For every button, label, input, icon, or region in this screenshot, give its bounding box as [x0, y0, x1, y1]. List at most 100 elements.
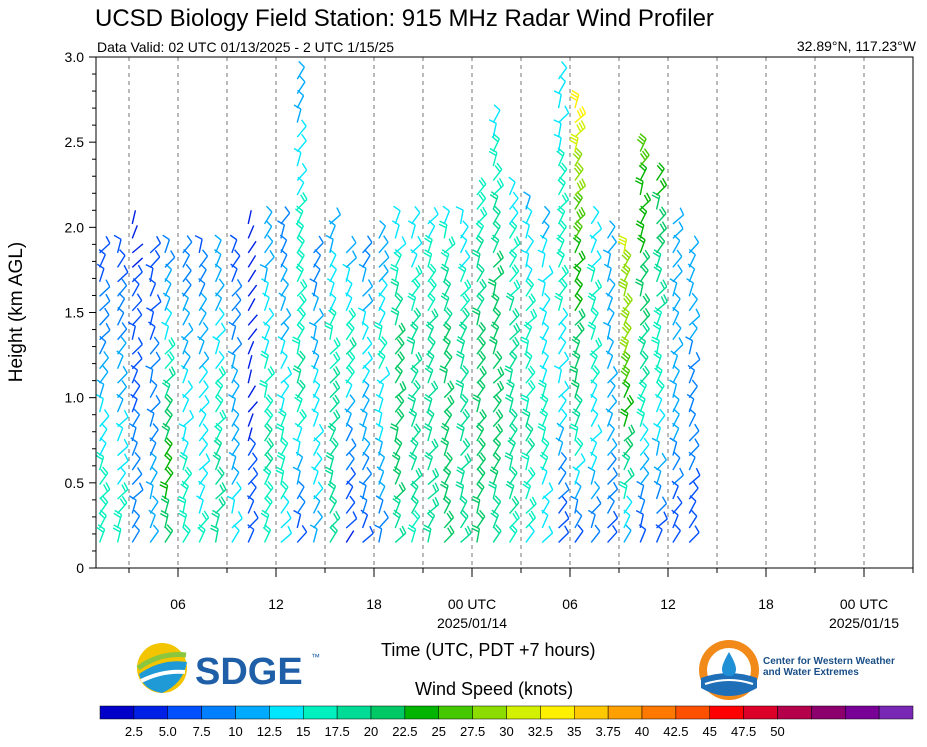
barb-flag — [661, 221, 668, 229]
barb-flag — [220, 365, 227, 374]
barb-staff — [557, 441, 564, 456]
barb-flag — [580, 250, 586, 259]
barb-staff — [574, 213, 586, 225]
barb-flag — [448, 238, 454, 247]
barb-staff — [198, 239, 203, 254]
wind-barb — [99, 365, 109, 384]
barb-staff — [214, 442, 223, 456]
barb-staff — [590, 514, 596, 529]
wind-barb — [275, 466, 285, 485]
barb-staff — [492, 485, 497, 500]
barb-flag — [570, 133, 579, 139]
barb-flag — [178, 512, 187, 519]
barb-staff — [198, 386, 209, 399]
barb-flag — [589, 437, 597, 444]
wind-barb — [688, 509, 698, 529]
wind-barb — [556, 205, 566, 225]
barb-staff — [541, 282, 546, 297]
wind-barb — [394, 236, 407, 254]
barb-flag — [539, 466, 548, 472]
barb-flag — [653, 266, 661, 273]
barb-flag — [417, 264, 423, 273]
barb-flag — [335, 409, 341, 418]
barb-flag — [573, 167, 581, 175]
wind-barb — [215, 482, 227, 500]
barb-staff — [672, 214, 685, 225]
barb-flag — [410, 483, 418, 490]
barb-staff — [525, 355, 533, 370]
wind-barb — [131, 467, 143, 486]
barb-staff — [329, 214, 341, 225]
barb-staff — [509, 517, 520, 529]
barb-staff — [607, 400, 618, 413]
barb-staff — [558, 168, 568, 181]
barb-flag — [345, 292, 353, 299]
barb-flag — [201, 512, 208, 521]
barb-staff — [590, 326, 597, 340]
wind-barb — [345, 292, 353, 312]
barb-staff — [541, 311, 548, 326]
barb-staff — [590, 470, 596, 485]
barb-staff — [280, 470, 285, 485]
barb-staff — [459, 326, 468, 341]
barb-flag — [635, 223, 644, 229]
barb-flag — [543, 205, 551, 213]
barb-staff — [345, 268, 351, 283]
barb-staff — [655, 326, 662, 340]
barb-flag — [574, 234, 582, 241]
barb-flag — [316, 452, 323, 460]
barb-flag — [203, 351, 210, 359]
wind-barb — [280, 437, 289, 456]
wind-barb — [525, 278, 535, 297]
wind-barb — [672, 207, 685, 225]
wind-barb — [572, 220, 583, 239]
barb-flag — [597, 424, 603, 433]
barb-flag — [379, 338, 386, 346]
wind-barb — [162, 292, 171, 312]
barb-staff — [164, 427, 171, 442]
barb-flag — [643, 466, 650, 474]
wind-barb — [525, 293, 536, 312]
wind-barb — [602, 249, 612, 268]
barb-staff — [623, 299, 633, 312]
water-drop-icon — [722, 652, 736, 676]
barb-staff — [329, 517, 341, 529]
barb-flag — [624, 524, 632, 531]
wind-barb — [539, 234, 548, 254]
barb-flag — [201, 249, 209, 257]
barb-staff — [117, 502, 128, 514]
barb-flag — [621, 367, 629, 374]
barb-staff — [590, 442, 598, 456]
barb-staff — [443, 253, 450, 268]
barb-flag — [612, 481, 619, 490]
x-tick-label: 12 — [660, 596, 676, 612]
barb-flag — [561, 194, 567, 203]
barb-flag — [299, 379, 306, 387]
barb-flag — [660, 296, 666, 304]
barb-staff — [492, 387, 505, 399]
barb-staff — [557, 254, 565, 268]
barb-staff — [443, 210, 451, 225]
wind-barb — [558, 380, 570, 399]
barb-flag — [443, 411, 451, 418]
colorbar-swatch — [336, 705, 372, 720]
barb-staff — [410, 398, 417, 413]
barb-staff — [476, 428, 485, 442]
wind-barb — [476, 278, 487, 297]
wind-barb — [607, 366, 619, 384]
barb-flag — [351, 250, 358, 259]
wind-barb — [308, 321, 317, 340]
barb-staff — [296, 225, 304, 239]
barb-flag — [383, 510, 389, 518]
barb-staff — [116, 514, 123, 529]
wind-barb — [247, 401, 258, 413]
barb-staff — [574, 413, 581, 427]
barb-staff — [231, 239, 238, 254]
barb-flag — [611, 438, 618, 446]
barb-flag — [558, 222, 566, 230]
barb-staff — [329, 387, 341, 399]
wind-barb — [131, 243, 144, 254]
barb-flag — [123, 438, 129, 447]
wind-barb — [443, 394, 455, 413]
barb-flag — [430, 263, 437, 271]
